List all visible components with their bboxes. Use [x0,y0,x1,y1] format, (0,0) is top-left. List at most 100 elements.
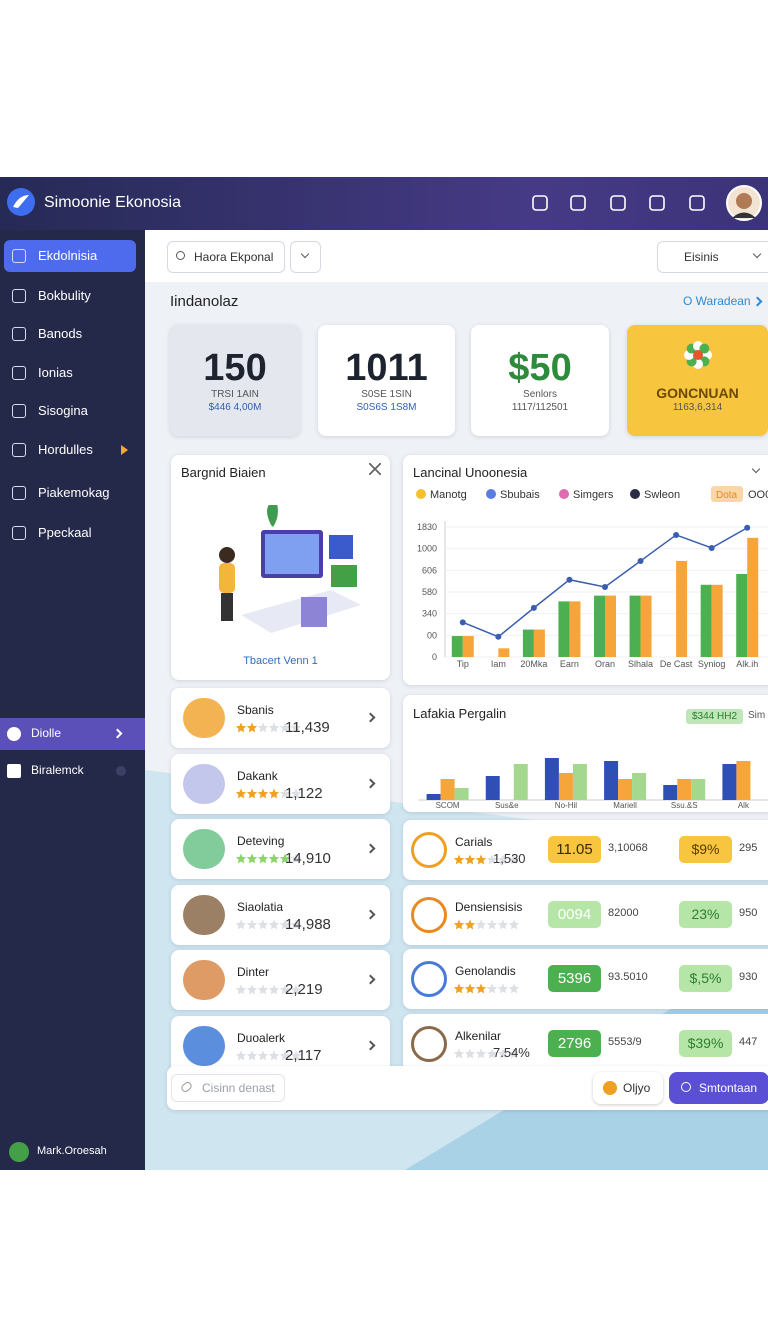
sidebar-item[interactable]: Diolle [31,726,62,740]
x-tick-label: De Cast [660,659,693,669]
x-tick-label: Alk.ih [736,659,758,669]
bar [629,595,641,657]
star [508,983,520,994]
caret [752,249,762,259]
star [246,853,258,864]
legend-label: Manotg [430,489,467,501]
bar [604,761,619,800]
sidebar-item[interactable]: Piakemokag [38,485,110,500]
promo-title: Bargnid Biaien [181,465,266,480]
kpi-card[interactable]: $50 Senlors 1117/112501 [471,325,609,436]
item-icon [183,763,225,804]
list-item[interactable]: Siaolatia 14,988 [171,884,390,945]
list-item[interactable]: Genolandis 5396 93.5010 $,5% 930 [403,949,768,1009]
x-tick-label: Earn [560,659,579,669]
item-name: Densiensisis [455,899,523,914]
x-tick-label: Oran [595,659,615,669]
list-item[interactable]: Dakank 1,122 [171,753,390,814]
item-pct: $39% [679,1029,732,1057]
promo-link[interactable]: Tbacert Venn 1 [243,655,318,667]
filter-dropdown[interactable]: Eisinis [657,241,768,273]
kpi-sub: 1163,6,314 [672,402,723,413]
close-icon[interactable] [369,463,381,475]
star [235,788,247,798]
point [744,524,751,531]
list-item[interactable]: Sbanis 11,439 [171,688,390,748]
bar [451,636,463,657]
avatar-body [732,212,756,218]
point [566,576,573,583]
sidebar-active[interactable] [4,240,136,272]
petal [698,343,709,354]
list-item[interactable]: Dinter 2,219 [171,950,390,1010]
chart-badge: $344 HH2 [686,709,744,724]
star [268,984,280,995]
y-tick-label: 606 [422,565,437,575]
y-tick-label: 1830 [417,522,437,532]
kpi-card[interactable]: 1011 S0SE 1SIN S0S6S 1S8M [318,325,455,436]
star-rating [453,983,520,994]
bar [454,788,469,800]
logo-wing [13,195,29,208]
list-item[interactable]: Densiensisis 0094 82000 23% 950 [403,884,768,945]
item-count: 930 [739,971,758,983]
bar [522,629,534,657]
header-icon [570,195,586,211]
button[interactable]: Smtontaan [669,1072,768,1104]
y-tick-label: 0 [432,652,437,662]
star [257,984,269,995]
kpi-card[interactable]: GONCNUAN 1163,6,314 [627,325,768,436]
star [246,1050,258,1060]
sidebar-item[interactable]: Ppeckaal [38,525,92,540]
promo-card[interactable]: Bargnid Biaien Tbacert Venn 1 [171,455,390,680]
item-value: 1,530 [493,851,526,866]
sidebar-icon [12,366,26,380]
star [279,853,291,864]
kpi-card[interactable]: 150 TRSI 1AIN $446 4,00M [170,325,300,436]
star [453,854,465,865]
comment-input[interactable]: Cisinn denast [171,1074,285,1102]
search-box[interactable]: Haora Ekponal [167,241,285,273]
list-item[interactable]: Duoalerk 2,117 [171,1015,390,1076]
sidebar-icon [12,289,26,303]
dropdown-button[interactable] [290,241,321,273]
star [508,919,520,929]
point [602,583,608,590]
item-count: 447 [739,1035,758,1048]
sidebar-item[interactable]: Ionias [38,365,73,380]
star [246,984,258,995]
sidebar-item[interactable]: Sisogina [38,403,88,418]
flower-center [692,350,703,360]
button[interactable]: Oljyo [593,1072,663,1104]
sidebar-icon [12,486,26,500]
sidebar-item[interactable]: Biralemck [31,763,84,777]
list-item[interactable]: Carials 1,530 11.05 3,10068 $9% 295 [403,820,768,880]
kpi-label: Senlors [523,389,557,400]
star [268,788,280,798]
x-tick-label: Syniog [698,659,726,669]
list-item[interactable]: Deteving 14,910 [171,819,390,879]
sidebar-marker [121,445,128,455]
x-tick-label: 20Mka [520,659,547,669]
kpi-icon [683,341,712,369]
sidebar-item[interactable]: Hordulles [38,442,93,457]
section-link[interactable]: O Waradean [683,294,751,308]
star [497,854,509,865]
item-name: Alkenilar [455,1028,502,1043]
list-item[interactable]: Alkenilar 7.54% 2796 5553/9 $39% 447 [403,1013,768,1074]
sidebar-icon [7,764,21,778]
item-value: 14,910 [285,850,331,867]
sidebar-item[interactable]: Banods [38,326,83,341]
sidebar-item[interactable]: Ekdolnisia [38,248,98,263]
y-tick-label: 00 [427,630,437,640]
item-value: 2,219 [285,981,323,998]
y-tick-label: 1000 [417,544,437,554]
item-count: 950 [739,906,758,919]
sidebar-item[interactable]: Bokbulity [38,288,91,303]
star [290,788,302,798]
bar [572,764,587,800]
sidebar-lower-active[interactable] [0,718,145,750]
legend-label: Swleon [644,489,680,501]
header-icon [610,195,626,211]
bar [747,537,759,657]
